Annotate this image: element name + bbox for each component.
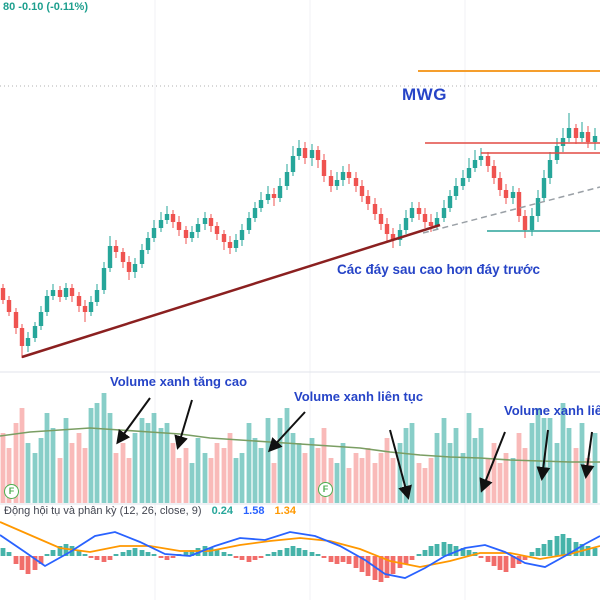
- macd-indicator-label: Động hội tụ và phân kỳ (12, 26, close, 9…: [4, 505, 202, 517]
- annotation-volume-continuous[interactable]: Volume xanh liên tục: [294, 389, 424, 404]
- financial-event-badge-1[interactable]: F: [4, 484, 19, 499]
- symbol-label: MWG: [402, 85, 447, 104]
- annotation-volume-rising[interactable]: Volume xanh tăng cao: [110, 374, 248, 389]
- price-change-readout: 80 -0.10 (-0.11%): [3, 1, 88, 13]
- macd-indicator-row[interactable]: Động hội tụ và phân kỳ (12, 26, close, 9…: [4, 505, 296, 517]
- annotation-volume-continuous-2[interactable]: Volume xanh liên: [504, 403, 600, 418]
- financial-event-badge-2[interactable]: F: [318, 482, 333, 497]
- macd-line-value: 1.58: [243, 505, 265, 517]
- macd-hist-value: 0.24: [211, 505, 233, 517]
- annotation-higher-lows[interactable]: Các đáy sau cao hơn đáy trước: [337, 262, 541, 277]
- macd-signal-value: 1.34: [274, 505, 296, 517]
